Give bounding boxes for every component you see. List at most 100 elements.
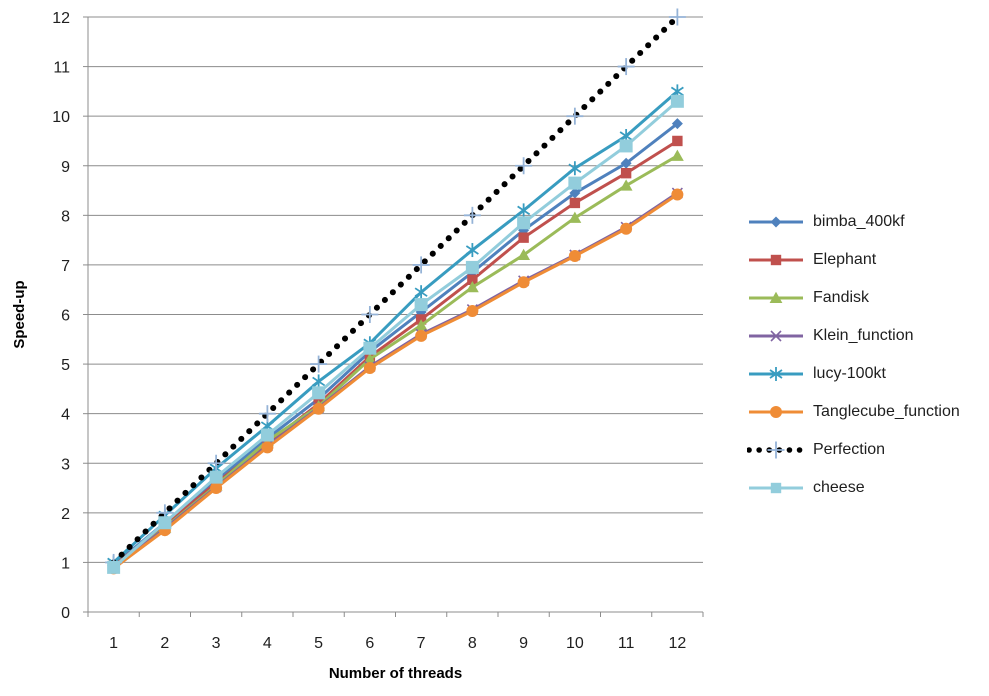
Fandisk-marker bbox=[619, 179, 633, 191]
cheese-marker bbox=[414, 298, 428, 312]
x-tick-label-8: 8 bbox=[468, 635, 477, 652]
y-tick-label-8: 8 bbox=[61, 208, 70, 225]
cheese-marker bbox=[260, 428, 274, 442]
lucy-100kt-legend-sample bbox=[749, 367, 803, 381]
Perfection-marker bbox=[412, 256, 430, 274]
Perfection-marker bbox=[515, 157, 533, 175]
Tanglecube_function-marker bbox=[210, 482, 223, 495]
Tanglecube_function-marker bbox=[415, 329, 428, 342]
series-Fandisk bbox=[107, 149, 684, 574]
legend-item-Tanglecube_function: Tanglecube_function bbox=[747, 393, 960, 431]
cheese-marker bbox=[568, 176, 582, 190]
y-tick-label-6: 6 bbox=[61, 308, 70, 325]
lucy-100kt-marker bbox=[568, 161, 582, 176]
lucy-100kt-legend-marker bbox=[769, 367, 783, 381]
Tanglecube_function-marker bbox=[568, 249, 581, 262]
Fandisk-legend-sample bbox=[749, 291, 803, 303]
cheese-marker bbox=[670, 94, 684, 108]
Perfection-marker bbox=[207, 454, 225, 472]
Fandisk-legend-marker bbox=[769, 291, 783, 303]
Elephant-marker bbox=[569, 197, 581, 209]
legend-item-bimba_400kf: bimba_400kf bbox=[747, 203, 960, 241]
bimba_400kf-legend-marker bbox=[770, 216, 782, 228]
Elephant-marker bbox=[672, 135, 683, 147]
Elephant-line bbox=[112, 139, 679, 568]
legend-item-Elephant: Elephant bbox=[747, 241, 960, 279]
x-tick-label-9: 9 bbox=[519, 635, 528, 652]
x-tick-label-1: 1 bbox=[109, 635, 118, 652]
legend-label: Elephant bbox=[813, 251, 877, 268]
Perfection-legend-sample bbox=[747, 441, 805, 459]
y-tick-label-3: 3 bbox=[61, 456, 70, 473]
lucy-100kt-marker bbox=[414, 285, 428, 300]
legend-item-Klein_function: Klein_function bbox=[747, 317, 960, 355]
legend-label: Perfection bbox=[813, 441, 886, 458]
cheese-marker bbox=[312, 386, 326, 400]
y-tick-label-1: 1 bbox=[61, 555, 70, 572]
series-Tanglecube_function bbox=[107, 188, 684, 575]
x-axis-title: Number of threads bbox=[329, 665, 462, 682]
lucy-100kt-marker bbox=[465, 243, 479, 258]
chart-legend: bimba_400kf Elephant Fandisk Klein_function… bbox=[747, 203, 960, 507]
lucy-100kt-marker bbox=[312, 374, 326, 389]
lucy-100kt-line bbox=[112, 90, 679, 564]
Tanglecube_function-marker bbox=[517, 276, 530, 289]
Fandisk-line bbox=[112, 154, 679, 570]
legend-label: cheese bbox=[813, 479, 865, 496]
Elephant-marker bbox=[467, 274, 478, 285]
x-tick-label-4: 4 bbox=[263, 635, 272, 652]
x-tick-label-11: 11 bbox=[618, 635, 635, 652]
y-tick-label-4: 4 bbox=[61, 407, 70, 424]
Tanglecube_function-legend-marker bbox=[770, 406, 782, 418]
x-tick-label-3: 3 bbox=[212, 635, 221, 652]
Tanglecube_function-legend-sample bbox=[749, 406, 803, 418]
Klein_function-legend-marker bbox=[770, 330, 782, 342]
Perfection-marker bbox=[668, 8, 686, 26]
legend-label: Tanglecube_function bbox=[813, 403, 960, 420]
y-tick-label-5: 5 bbox=[61, 357, 70, 374]
Fandisk-marker bbox=[670, 149, 684, 161]
y-tick-label-9: 9 bbox=[61, 159, 70, 176]
Fandisk-marker bbox=[465, 281, 479, 293]
Perfection-marker bbox=[258, 405, 276, 423]
y-tick-label-12: 12 bbox=[52, 10, 70, 27]
legend-label: lucy-100kt bbox=[813, 365, 886, 382]
Elephant-legend-sample bbox=[749, 254, 803, 266]
legend-item-cheese: cheese bbox=[747, 469, 960, 507]
cheese-marker bbox=[107, 560, 121, 574]
bimba_400kf-marker bbox=[620, 157, 632, 169]
Klein_function-legend-sample bbox=[749, 330, 803, 342]
Elephant-legend-marker bbox=[770, 254, 782, 266]
cheese-legend-marker bbox=[770, 482, 782, 494]
cheese-marker bbox=[363, 341, 377, 355]
bimba_400kf-marker bbox=[569, 187, 581, 199]
x-tick-label-12: 12 bbox=[668, 635, 686, 652]
Perfection-marker bbox=[463, 206, 481, 224]
Tanglecube_function-marker bbox=[671, 188, 684, 201]
bimba_400kf-marker bbox=[671, 118, 683, 130]
Tanglecube_function-marker bbox=[261, 441, 274, 454]
Elephant-marker bbox=[620, 167, 632, 179]
Perfection-marker bbox=[310, 355, 328, 373]
y-tick-label-11: 11 bbox=[53, 60, 70, 77]
Tanglecube_function-marker bbox=[312, 402, 325, 415]
legend-label: Klein_function bbox=[813, 327, 914, 344]
x-tick-label-7: 7 bbox=[417, 635, 426, 652]
y-axis-title: Speed-up bbox=[11, 280, 28, 348]
y-tick-label-7: 7 bbox=[61, 258, 70, 275]
Elephant-marker bbox=[518, 232, 529, 243]
Perfection-marker bbox=[361, 306, 379, 323]
cheese-marker bbox=[619, 139, 633, 153]
legend-item-lucy-100kt: lucy-100kt bbox=[747, 355, 960, 393]
legend-label: bimba_400kf bbox=[813, 213, 905, 230]
cheese-marker bbox=[465, 260, 479, 274]
y-tick-label-2: 2 bbox=[61, 506, 70, 523]
legend-label: Fandisk bbox=[813, 289, 870, 306]
lucy-100kt-marker bbox=[517, 203, 531, 218]
y-tick-label-10: 10 bbox=[52, 109, 70, 126]
cheese-legend-sample bbox=[749, 482, 803, 494]
Fandisk-marker bbox=[363, 352, 377, 365]
cheese-line bbox=[112, 100, 679, 569]
Fandisk-marker bbox=[517, 248, 531, 260]
